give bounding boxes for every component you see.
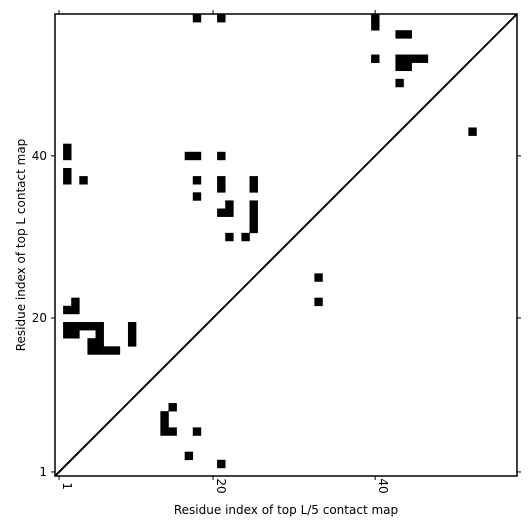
contact-cell-top-l <box>249 216 258 226</box>
contact-cell-top-l5 <box>160 411 169 420</box>
diagonal-line <box>54 13 518 477</box>
contact-cell-top-l5 <box>160 427 169 436</box>
contact-cell-top-l <box>184 151 194 161</box>
contact-cell-top-l <box>411 54 421 63</box>
contact-cell-top-l5 <box>168 427 177 436</box>
contact-cell-top-l5 <box>103 346 113 355</box>
contact-cell-top-l5 <box>95 330 104 339</box>
x-axis-label: Residue index of top L/5 contact map <box>174 503 398 517</box>
contact-cell-top-l5 <box>71 330 80 339</box>
contact-cell-top-l <box>192 14 202 23</box>
contact-cell-top-l5 <box>192 427 202 436</box>
contact-cell-top-l <box>371 22 380 31</box>
contact-cell-top-l5 <box>184 451 194 461</box>
contact-cell-top-l5 <box>127 322 137 331</box>
contact-cell-top-l5 <box>95 338 104 347</box>
contact-cell-top-l <box>63 176 72 185</box>
contact-cell-top-l <box>63 143 72 153</box>
contact-cell-top-l5 <box>168 403 177 412</box>
contact-cell-top-l5 <box>71 322 80 331</box>
contact-cell-top-l <box>403 62 412 72</box>
contact-cell-top-l5 <box>63 330 72 339</box>
contact-cell-top-l <box>63 168 72 177</box>
contact-cell-top-l <box>403 30 412 39</box>
contact-cell-top-l <box>192 176 202 185</box>
contact-cell-top-l <box>395 54 404 63</box>
axis-ticks: 1 20 40 1 20 40 <box>32 10 521 494</box>
contact-cell-top-l5 <box>95 322 104 331</box>
contact-cell-top-l5 <box>127 338 137 347</box>
contact-cell-top-l5 <box>79 322 88 331</box>
contact-cell-top-l <box>249 176 258 185</box>
contact-cell-top-l <box>217 176 226 185</box>
contact-cell-top-l5 <box>95 346 104 355</box>
contact-cell-top-l5 <box>87 322 96 331</box>
contact-cell-top-l5 <box>71 305 80 315</box>
contact-cell-top-l <box>63 151 72 161</box>
contact-cell-top-l <box>241 232 250 242</box>
y-tick-label: 20 <box>32 311 47 325</box>
contact-cell-top-l <box>249 200 258 209</box>
contact-cell-top-l <box>225 200 234 209</box>
contact-cell-top-l <box>395 62 404 72</box>
contact-cell-top-l5 <box>87 346 96 355</box>
plot-frame <box>54 13 518 477</box>
contact-cell-top-l <box>79 176 88 185</box>
y-tick-label: 40 <box>32 149 47 163</box>
contact-cell-top-l5 <box>127 330 137 339</box>
contact-cell-top-l <box>468 127 477 136</box>
contact-cell-top-l <box>217 151 226 161</box>
contact-cell-top-l <box>395 78 404 88</box>
contact-cell-top-l <box>225 232 234 242</box>
y-axis-label: Residue index of top L contact map <box>14 139 28 352</box>
contact-cell-top-l5 <box>63 322 72 331</box>
contact-cell-top-l <box>217 208 226 217</box>
contact-cell-top-l <box>395 30 404 39</box>
contact-cell-top-l <box>249 184 258 193</box>
y-tick-label: 1 <box>39 465 47 479</box>
contact-cell-top-l5 <box>160 419 169 428</box>
contact-cell-top-l <box>217 184 226 193</box>
contact-cell-top-l5 <box>314 297 323 307</box>
x-tick-label: 1 <box>60 482 74 490</box>
x-tick-label: 40 <box>376 478 390 493</box>
contact-cell-top-l5 <box>71 297 80 307</box>
x-tick-label: 20 <box>214 478 228 493</box>
contact-cell-top-l <box>371 54 380 63</box>
contact-cell-top-l <box>217 14 226 23</box>
contact-cell-top-l5 <box>217 459 226 469</box>
contact-cells <box>63 14 477 469</box>
contact-cell-top-l <box>225 208 234 217</box>
contact-cell-top-l <box>192 151 202 161</box>
contact-cell-top-l5 <box>111 346 121 355</box>
contact-cell-top-l5 <box>63 305 72 315</box>
contact-cell-top-l <box>192 192 202 201</box>
contact-cell-top-l5 <box>314 273 323 282</box>
contact-cell-top-l5 <box>87 338 96 347</box>
contact-cell-top-l <box>403 54 412 63</box>
contact-cell-top-l <box>419 54 429 63</box>
contact-cell-top-l <box>249 208 258 217</box>
contact-cell-top-l <box>249 224 258 234</box>
contact-cell-top-l <box>371 14 380 23</box>
